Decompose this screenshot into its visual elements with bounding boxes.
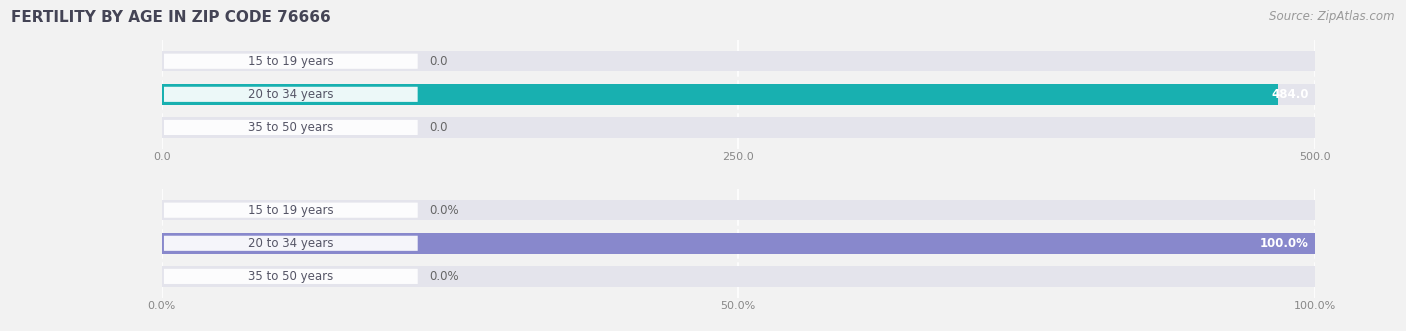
FancyBboxPatch shape <box>165 236 418 251</box>
FancyBboxPatch shape <box>165 269 418 284</box>
Text: 20 to 34 years: 20 to 34 years <box>247 237 333 250</box>
Bar <box>162 117 1315 138</box>
Text: 100.0%: 100.0% <box>1260 237 1309 250</box>
Bar <box>162 266 1315 287</box>
Bar <box>162 233 1315 254</box>
Bar <box>162 51 1315 71</box>
Text: 0.0: 0.0 <box>429 55 447 68</box>
Text: 15 to 19 years: 15 to 19 years <box>247 204 333 217</box>
Text: 15 to 19 years: 15 to 19 years <box>247 55 333 68</box>
Text: 0.0%: 0.0% <box>429 270 458 283</box>
Text: 0.0%: 0.0% <box>429 204 458 217</box>
Bar <box>162 233 1315 254</box>
Text: 35 to 50 years: 35 to 50 years <box>249 270 333 283</box>
FancyBboxPatch shape <box>165 54 418 69</box>
FancyBboxPatch shape <box>165 87 418 102</box>
FancyBboxPatch shape <box>165 203 418 218</box>
Text: 35 to 50 years: 35 to 50 years <box>249 121 333 134</box>
Bar <box>162 84 1278 105</box>
Text: Source: ZipAtlas.com: Source: ZipAtlas.com <box>1270 10 1395 23</box>
Bar <box>162 84 1315 105</box>
FancyBboxPatch shape <box>165 120 418 135</box>
Text: 20 to 34 years: 20 to 34 years <box>247 88 333 101</box>
Text: 0.0: 0.0 <box>429 121 447 134</box>
Text: 484.0: 484.0 <box>1271 88 1309 101</box>
Text: FERTILITY BY AGE IN ZIP CODE 76666: FERTILITY BY AGE IN ZIP CODE 76666 <box>11 10 330 25</box>
Bar <box>162 200 1315 220</box>
